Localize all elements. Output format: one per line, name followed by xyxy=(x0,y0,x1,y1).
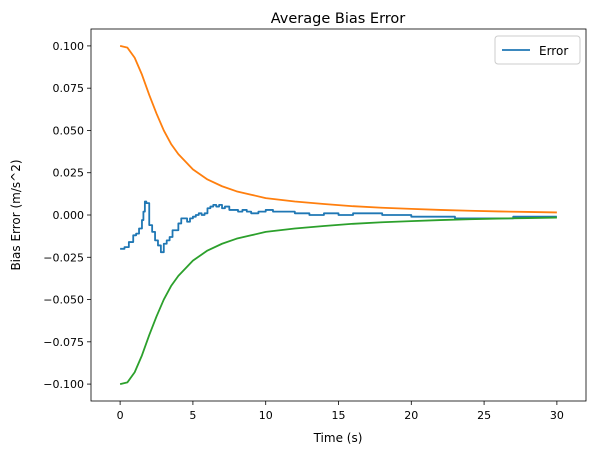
series-line-1 xyxy=(120,200,557,254)
legend-label-error: Error xyxy=(539,44,568,58)
y-tick-label: 0.100 xyxy=(53,40,85,53)
y-axis-ticks: −0.100 −0.075 −0.050 −0.025 0.000 0.025 0.050 0… xyxy=(43,40,91,391)
y-tick-label: 0.025 xyxy=(53,167,85,180)
x-tick-label: 20 xyxy=(404,409,418,422)
y-tick-label: 0.050 xyxy=(53,124,85,137)
y-tick-label: −0.075 xyxy=(43,336,84,349)
x-tick-label: 25 xyxy=(477,409,491,422)
x-tick-label: 15 xyxy=(332,409,346,422)
y-tick-label: −0.050 xyxy=(43,294,84,307)
x-tick-label: 0 xyxy=(117,409,124,422)
y-tick-label: −0.025 xyxy=(43,251,84,264)
series-layer xyxy=(119,45,557,385)
legend: Error xyxy=(494,35,581,65)
chart-title: Average Bias Error xyxy=(271,11,406,27)
x-tick-label: 10 xyxy=(259,409,273,422)
legend-box xyxy=(494,35,581,65)
y-tick-label: −0.100 xyxy=(43,378,84,391)
plot-area xyxy=(90,28,587,402)
x-axis-label: Time (s) xyxy=(313,431,363,445)
series-line-2 xyxy=(119,45,557,214)
y-tick-label: 0.000 xyxy=(53,209,85,222)
y-tick-label: 0.075 xyxy=(53,82,85,95)
series-line-3 xyxy=(119,216,557,385)
y-axis-label: Bias Error (m/s^2) xyxy=(9,159,23,270)
x-axis-ticks: 0 5 10 15 20 25 30 xyxy=(117,401,564,422)
x-tick-label: 5 xyxy=(189,409,196,422)
x-tick-label: 30 xyxy=(550,409,564,422)
